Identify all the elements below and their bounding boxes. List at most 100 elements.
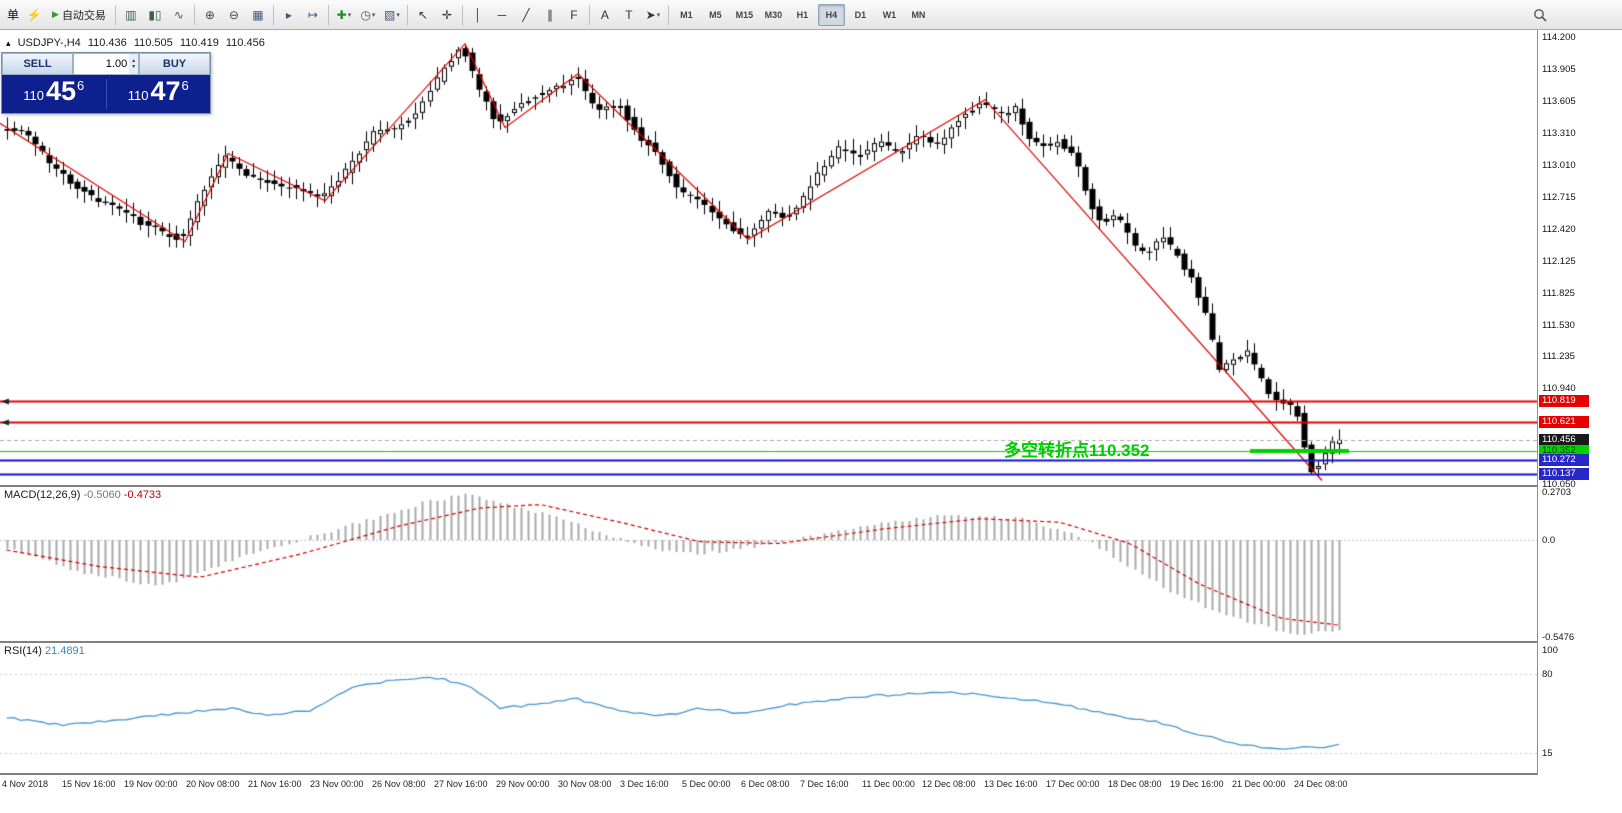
symbol-name: USDJPY-,H4 xyxy=(17,37,81,49)
vertical-line-icon[interactable]: │ xyxy=(466,3,490,27)
turning-point-annotation: 多空转折点110.352 xyxy=(1004,441,1150,460)
text-label-icon-glyph: T xyxy=(625,7,633,22)
price-axis-label: 111.235 xyxy=(1542,351,1575,363)
panel-separator[interactable] xyxy=(0,485,1622,487)
symbol-info: ▴ USDJPY-,H4 110.436 110.505 110.419 110… xyxy=(6,37,269,49)
toolbar-right-group xyxy=(1528,3,1552,27)
price-axis-label: 113.010 xyxy=(1542,160,1576,172)
time-axis-label: 11 Dec 00:00 xyxy=(862,779,915,789)
horizontal-line-icon[interactable]: ─ xyxy=(490,3,514,27)
buy-price-sup: 6 xyxy=(181,78,189,94)
timeframe-button-h1[interactable]: H1 xyxy=(796,9,809,20)
price-axis-label: 111.825 xyxy=(1542,287,1575,299)
tile-windows-icon-glyph: ▦ xyxy=(252,7,264,22)
rsi-axis-label: 80 xyxy=(1542,669,1553,681)
rsi-panel[interactable]: RSI(14) 21.4891 xyxy=(0,643,1537,773)
zoom-in-icon-glyph: ⊕ xyxy=(204,7,215,22)
arrows-icon[interactable]: ➤ ▾ xyxy=(641,3,665,27)
time-axis-label: 4 Nov 2018 xyxy=(2,779,49,789)
macd-canvas[interactable] xyxy=(0,487,1537,641)
macd-panel[interactable]: MACD(12,26,9) -0.5060 -0.4733 xyxy=(0,487,1537,641)
period-icon-dropdown-icon[interactable]: ▾ xyxy=(371,11,376,19)
time-axis-label: 13 Dec 16:00 xyxy=(984,779,1038,789)
order-menu-label: 单 xyxy=(7,8,20,22)
timeframe-button-d1[interactable]: D1 xyxy=(854,9,867,20)
arrows-icon-dropdown-icon[interactable]: ▾ xyxy=(656,11,661,19)
ohlc-open: 110.436 xyxy=(87,37,127,49)
rsi-canvas[interactable] xyxy=(0,643,1537,773)
price-chart-canvas[interactable] xyxy=(0,30,1537,485)
time-axis-label: 7 Dec 16:00 xyxy=(800,779,849,789)
horizontal-line-icon-glyph: ─ xyxy=(497,7,507,22)
time-axis-label: 5 Dec 00:00 xyxy=(682,779,731,789)
sell-button[interactable]: SELL xyxy=(2,53,73,75)
time-axis-label: 19 Dec 16:00 xyxy=(1170,779,1224,789)
chart-shift-icon[interactable]: ↦ xyxy=(301,3,325,27)
toolbar-separator xyxy=(461,4,463,25)
template-icon[interactable]: ▧ ▾ xyxy=(380,3,404,27)
rsi-label: RSI(14) 21.4891 xyxy=(4,645,85,657)
timeframe-button-m15[interactable]: M15 xyxy=(735,9,754,20)
volume-field: ▴ ▾ xyxy=(73,53,139,75)
price-level-badge: 110.137 xyxy=(1539,468,1589,481)
timeframe-button-h4[interactable]: H4 xyxy=(817,3,845,26)
bar-chart-icon[interactable]: ▥ xyxy=(119,3,143,27)
indicators-icon-dropdown-icon[interactable]: ▾ xyxy=(347,11,352,19)
volume-spinners: ▴ ▾ xyxy=(129,54,138,74)
candlestick-chart-icon[interactable]: ▮▯ xyxy=(143,3,167,27)
trendline-icon[interactable]: ╱ xyxy=(514,3,538,27)
macd-axis-label: -0.5476 xyxy=(1542,632,1575,644)
cursor-icon[interactable]: ↖ xyxy=(411,3,435,27)
autotrade-button[interactable]: ▶ 自动交易 xyxy=(46,3,112,27)
template-icon-glyph: ▧ xyxy=(384,7,396,22)
auto-scroll-icon[interactable]: ▸ xyxy=(277,3,301,27)
crosshair-icon[interactable]: ✛ xyxy=(435,3,459,27)
tile-windows-icon[interactable]: ▦ xyxy=(246,3,270,27)
indicators-icon[interactable]: ✚ ▾ xyxy=(332,3,356,27)
zoom-out-icon[interactable]: ⊖ xyxy=(222,3,246,27)
price-axis-label: 113.310 xyxy=(1542,128,1576,139)
equidistant-channel-icon[interactable]: ∥ xyxy=(538,3,562,27)
buy-price[interactable]: 110 47 6 xyxy=(107,77,211,108)
timeframe-button-w1[interactable]: W1 xyxy=(882,9,897,20)
line-chart-icon[interactable]: ∿ xyxy=(167,3,191,27)
buy-button[interactable]: BUY xyxy=(139,53,210,75)
new-order-icon[interactable]: ⚡ xyxy=(22,3,46,27)
bar-chart-icon-glyph: ▥ xyxy=(125,7,137,22)
time-axis-label: 24 Dec 08:00 xyxy=(1294,779,1348,789)
timeframe-button-m1[interactable]: M1 xyxy=(680,9,693,20)
text-icon[interactable]: A xyxy=(593,3,617,27)
period-icon[interactable]: ◷ ▾ xyxy=(356,3,380,27)
zoom-in-icon[interactable]: ⊕ xyxy=(198,3,222,27)
sell-price[interactable]: 110 45 6 xyxy=(2,75,106,108)
one-click-collapse-icon[interactable]: ▴ xyxy=(6,38,11,48)
toolbar-separator xyxy=(193,4,195,25)
panel-separator[interactable] xyxy=(0,773,1622,775)
volume-decrease-button[interactable]: ▾ xyxy=(132,64,136,70)
price-chart-panel[interactable]: ▴ USDJPY-,H4 110.436 110.505 110.419 110… xyxy=(0,30,1537,485)
timeframe-button-m5[interactable]: M5 xyxy=(709,9,722,20)
line-chart-icon-glyph: ∿ xyxy=(173,7,184,22)
timeframe-button-m30[interactable]: M30 xyxy=(764,9,783,20)
text-label-icon[interactable]: T xyxy=(617,3,641,27)
volume-input[interactable] xyxy=(74,54,130,74)
ohlc-close: 110.456 xyxy=(225,37,265,49)
timeframe-button-mn[interactable]: MN xyxy=(911,9,926,20)
chart-shift-icon-glyph: ↦ xyxy=(307,7,318,22)
fibonacci-icon[interactable]: F xyxy=(562,3,586,27)
template-icon-dropdown-icon[interactable]: ▾ xyxy=(396,11,400,19)
rsi-axis-label: 100 xyxy=(1542,645,1558,656)
time-axis[interactable]: 4 Nov 2018 15 Nov 16:00 19 Nov 00:00 20 Nov… xyxy=(0,775,1622,813)
sell-price-big: 45 xyxy=(45,75,77,106)
time-axis-label: 30 Nov 08:00 xyxy=(558,779,612,789)
sell-price-prefix: 110 xyxy=(23,88,44,104)
price-axis-label: 112.715 xyxy=(1542,192,1576,204)
zoom-out-icon-glyph: ⊖ xyxy=(228,7,239,22)
time-axis-label: 18 Dec 08:00 xyxy=(1108,779,1162,789)
price-axis[interactable]: 114.200 113.905 113.605 113.310 113.010 112.7… xyxy=(1537,30,1622,775)
panel-separator[interactable] xyxy=(0,641,1622,643)
search-icon[interactable] xyxy=(1528,3,1552,27)
macd-label: MACD(12,26,9) -0.5060 -0.4733 xyxy=(4,489,162,501)
volume-increase-button[interactable]: ▴ xyxy=(132,58,136,64)
